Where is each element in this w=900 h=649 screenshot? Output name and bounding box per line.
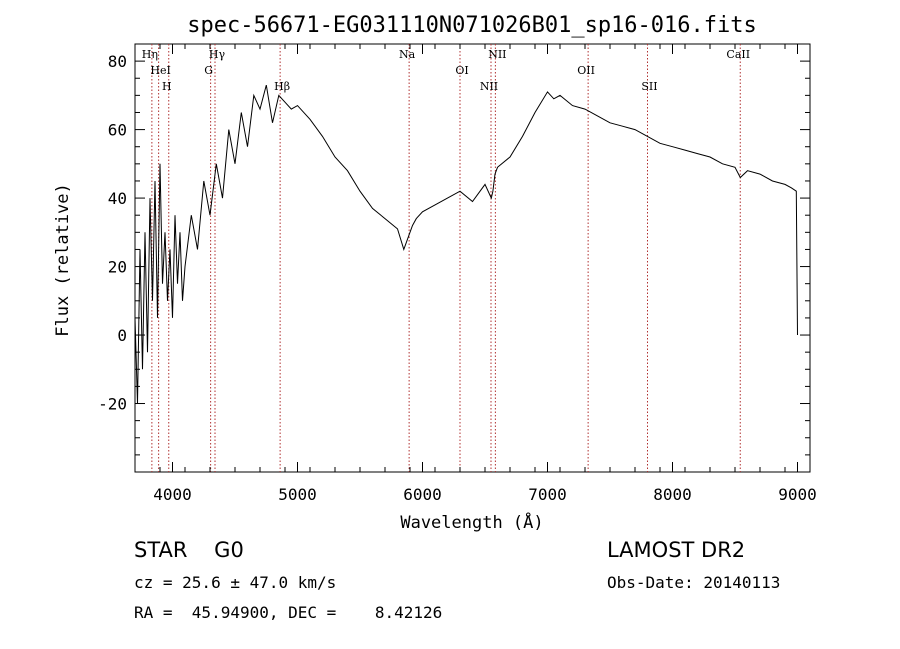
x-tick-label: 8000 (653, 485, 692, 504)
emission-line-labels: Hη HeI H Hγ G Hβ Na OI NII NII OII SII CaII (142, 48, 750, 93)
line-label: G (204, 64, 213, 77)
line-label: Hβ (274, 80, 290, 93)
ra-dec-coordinates: RA = 45.94900, DEC = 8.42126 (134, 603, 443, 622)
line-label: NII (480, 80, 498, 93)
line-label: CaII (726, 48, 750, 61)
x-tick-label: 4000 (153, 485, 192, 504)
y-tick-label: -20 (98, 395, 127, 414)
x-tick-label: 7000 (528, 485, 567, 504)
line-label: HeI (150, 64, 170, 77)
line-label: OII (577, 64, 595, 77)
observation-date: Obs-Date: 20140113 (607, 573, 781, 592)
y-tick-label: 80 (108, 52, 127, 71)
line-label: Hγ (209, 48, 226, 61)
x-tick-label: 6000 (403, 485, 442, 504)
x-tick-label: 9000 (778, 485, 817, 504)
redshift-cz: cz = 25.6 ± 47.0 km/s (134, 573, 337, 592)
spectrum-line (134, 84, 798, 404)
y-tick-label: 40 (108, 189, 127, 208)
line-label: NII (488, 48, 506, 61)
y-tick-label: 60 (108, 121, 127, 140)
y-tick-label: 20 (108, 258, 127, 277)
plot-frame (134, 43, 811, 473)
line-label: Hη (142, 48, 158, 61)
axis-ticks (134, 43, 811, 472)
y-axis-label: Flux (relative) (53, 183, 73, 337)
x-tick-label: 5000 (278, 485, 317, 504)
tick-labels: 4000 5000 6000 7000 8000 9000 -20 0 20 40 60 80 (98, 52, 817, 504)
line-label: SII (641, 80, 657, 93)
y-tick-label: 0 (117, 326, 127, 345)
line-label: H (162, 80, 172, 93)
x-axis-label: Wavelength (Å) (400, 511, 543, 533)
line-label: OI (455, 64, 468, 77)
chart-title: spec-56671-EG031110N071026B01_sp16-016.f… (187, 13, 757, 38)
line-label: Na (399, 48, 416, 61)
object-class: STAR G0 (134, 538, 244, 562)
emission-line-markers (151, 44, 741, 472)
survey-name: LAMOST DR2 (607, 538, 746, 562)
